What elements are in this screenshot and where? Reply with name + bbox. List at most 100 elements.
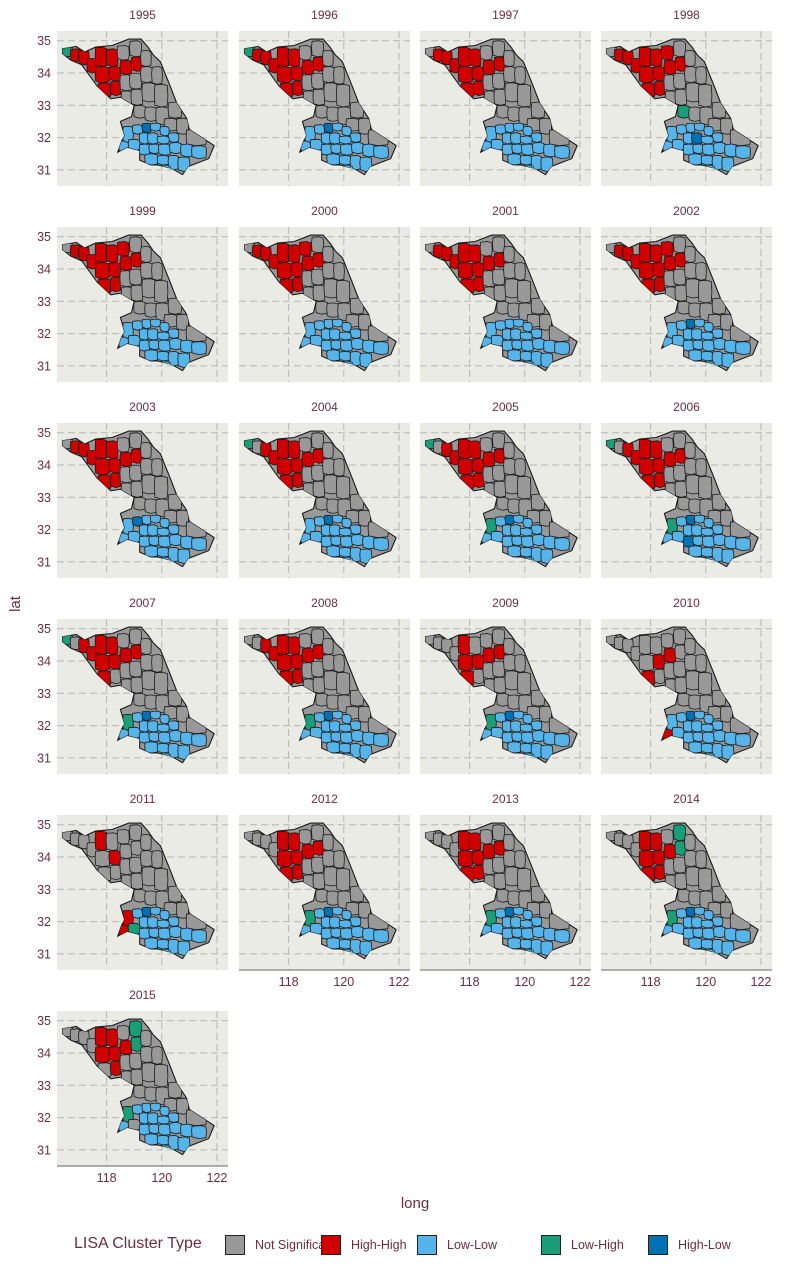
county-low-low [711, 546, 724, 563]
county-low-low [510, 720, 522, 733]
county-low-low [702, 143, 716, 156]
county-low-low [702, 927, 716, 940]
county-low-low [330, 143, 343, 155]
county-not-significant [323, 474, 338, 495]
county-low-low [521, 143, 535, 156]
county-not-significant [326, 302, 340, 318]
county-high-high [105, 244, 119, 263]
county-high-high [652, 458, 666, 474]
county-not-significant [311, 660, 325, 678]
county-low-low [167, 938, 180, 955]
y-tick-label: 33 [37, 99, 51, 113]
county-not-significant [144, 890, 158, 906]
county-not-significant [298, 829, 312, 845]
county-low-low [530, 524, 543, 535]
county-not-significant [129, 72, 143, 90]
county-low-low [341, 713, 352, 725]
county-low-low [158, 339, 172, 352]
county-not-significant [504, 82, 519, 103]
county-not-significant [697, 867, 713, 892]
county-high-high [290, 850, 304, 866]
county-low-low [158, 1123, 172, 1136]
county-not-significant [322, 850, 336, 868]
county-high-high [119, 1039, 133, 1056]
county-not-significant [315, 888, 329, 903]
county-high-high [638, 262, 655, 280]
county-high-high [276, 46, 290, 67]
county-high-high [457, 46, 471, 67]
county-high-high [276, 654, 293, 672]
county-low-low [159, 125, 170, 137]
county-low-low [338, 154, 352, 166]
county-high-high [78, 49, 90, 66]
county-not-significant [119, 843, 133, 860]
y-tick-label: 32 [37, 915, 51, 929]
county-low-low [338, 135, 352, 145]
county-not-significant [493, 872, 507, 890]
county-high-high [94, 458, 111, 476]
county-not-significant [130, 872, 144, 890]
panel-title-2013: 2013 [492, 792, 519, 806]
county-low-low [349, 546, 362, 563]
county-low-low [512, 514, 525, 524]
county-low-low [530, 720, 543, 731]
county-low-low [349, 916, 362, 927]
x-tick-label: 120 [695, 975, 716, 989]
county-not-significant [507, 890, 521, 906]
county-low-low [191, 929, 207, 944]
county-not-significant [311, 824, 325, 842]
county-high-high [119, 451, 133, 468]
county-high-high [119, 647, 133, 664]
county-not-significant [130, 88, 144, 106]
county-low-low [519, 527, 533, 537]
county-high-low [682, 535, 695, 548]
county-not-significant [78, 833, 90, 850]
county-low-low [522, 125, 533, 137]
county-low-low [519, 135, 533, 145]
county-low-low [167, 1112, 180, 1123]
county-low-low [711, 350, 724, 367]
y-axis-title: lat [7, 595, 24, 612]
county-not-significant [685, 474, 700, 495]
panel-title-2002: 2002 [673, 204, 700, 218]
county-high-high [291, 472, 304, 489]
county-not-significant [323, 82, 338, 103]
county-low-low [700, 742, 714, 754]
county-high-high [298, 241, 312, 257]
y-tick-label: 34 [37, 654, 51, 668]
facet-panels: 1995 31 32 33 34 35 1996 1997 1998 1999 31 32 33 34 35… [37, 8, 772, 1185]
county-low-low [167, 350, 180, 367]
county-not-significant [322, 654, 336, 672]
county-not-significant [153, 475, 169, 500]
county-high-high [638, 66, 655, 84]
county-low-low [735, 341, 751, 356]
y-tick-label: 33 [37, 883, 51, 897]
county-not-significant [335, 671, 351, 696]
county-not-significant [472, 668, 485, 685]
county-not-significant [140, 850, 154, 868]
legend: LISA Cluster Type Not Significant High-Hi… [0, 1230, 790, 1260]
county-not-significant [322, 245, 334, 263]
county-not-significant [516, 475, 532, 500]
county-high-high [109, 472, 122, 489]
county-not-significant [333, 66, 345, 85]
county-not-significant [493, 284, 507, 302]
county-low-low [148, 927, 161, 939]
county-not-significant [153, 83, 169, 108]
county-low-low [519, 938, 533, 950]
county-not-significant [507, 694, 521, 710]
county-not-significant [677, 692, 691, 707]
county-high-high [457, 458, 474, 476]
county-not-significant [140, 262, 154, 280]
y-tick-label: 35 [37, 34, 51, 48]
county-high-high [94, 830, 108, 851]
county-not-significant [503, 49, 515, 67]
county-not-significant [622, 637, 634, 654]
county-low-low [158, 535, 172, 548]
county-not-significant [94, 850, 111, 868]
county-high-high [260, 637, 272, 654]
county-not-significant [503, 441, 515, 459]
county-high-high [482, 451, 496, 468]
county-low-low [554, 733, 570, 748]
county-low-low [693, 906, 706, 916]
